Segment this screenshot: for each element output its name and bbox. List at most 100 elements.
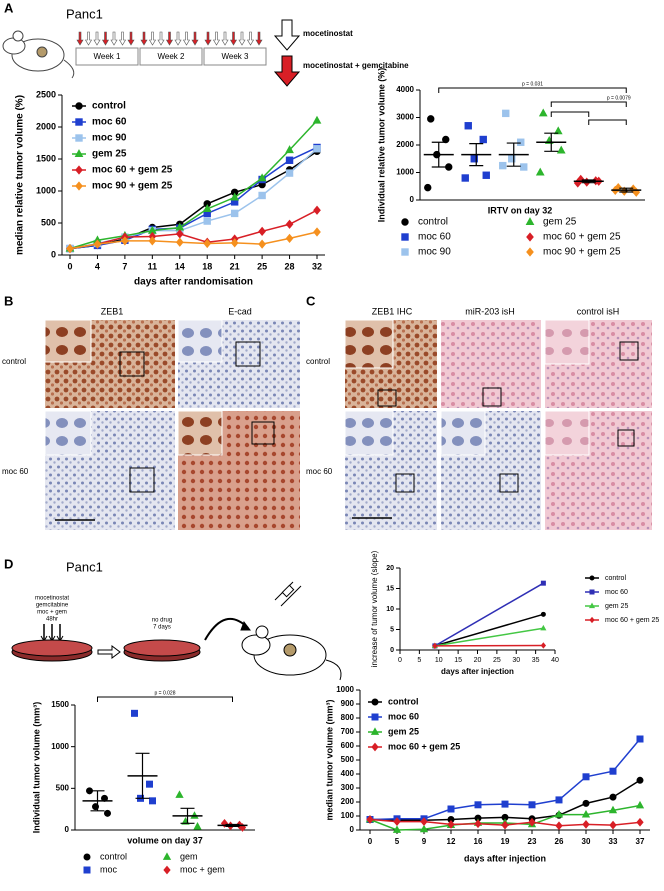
- y-axis-label: increase of tumor volume (slope): [370, 550, 379, 667]
- row-label: moc 60: [2, 467, 29, 476]
- dose-arrow: [174, 31, 182, 46]
- marker: [540, 624, 547, 631]
- marker: [555, 821, 563, 831]
- marker: [230, 192, 240, 201]
- legend-label: moc 60: [418, 232, 451, 243]
- y-tick-label: 15: [386, 585, 394, 592]
- significance-bracket: [438, 87, 627, 93]
- legend-label: gem 25: [605, 603, 628, 610]
- x-tick-label: 16: [474, 837, 483, 846]
- marker: [131, 709, 138, 717]
- dose-arrow: [255, 31, 263, 46]
- marker: [499, 161, 507, 170]
- legend-label: control: [92, 101, 126, 112]
- x-tick-label: 20: [474, 657, 482, 664]
- x-tick-label: 5: [417, 657, 421, 664]
- significance-bracket: [97, 696, 233, 702]
- sem-bar: [225, 823, 240, 828]
- y-tick-label: 600: [341, 741, 355, 750]
- treatment-label: mocetinostat: [35, 596, 69, 602]
- dose-arrow: [110, 31, 118, 46]
- marker: [285, 145, 294, 154]
- y-tick-label: 2000: [396, 140, 414, 149]
- legend-label: gem 25: [92, 149, 127, 160]
- marker: [392, 825, 402, 833]
- marker: [609, 793, 617, 801]
- marker: [528, 801, 536, 809]
- marker: [175, 790, 184, 798]
- p-value: p = 0.0079: [607, 95, 631, 101]
- x-tick-label: 40: [551, 657, 559, 664]
- x-tick-label: 37: [636, 837, 645, 846]
- legend-label: moc 60: [605, 589, 628, 596]
- x-tick-label: 0: [368, 837, 373, 846]
- y-tick-label: 1000: [36, 185, 56, 195]
- marker: [312, 115, 322, 124]
- series-line: [69, 231, 318, 250]
- legend-label: gem: [180, 851, 198, 861]
- significance-bracket: [550, 101, 627, 107]
- y-tick-label: 0: [390, 647, 394, 654]
- arrow-label: mocetinostat: [303, 29, 353, 38]
- dose-arrow: [93, 31, 101, 46]
- legend-label: moc + gem: [180, 864, 225, 874]
- sem-bar: [431, 141, 446, 168]
- arrow-label: mocetinostat + gemcitabine: [303, 61, 409, 70]
- marker: [104, 809, 111, 817]
- x-tick-label: 25: [493, 657, 501, 664]
- micrographs-c: [344, 319, 652, 530]
- y-tick-label: 1000: [51, 742, 69, 751]
- cell-line: Panc1: [66, 559, 103, 574]
- dose-arrow: [212, 31, 221, 46]
- column-label: E-cad: [228, 306, 252, 316]
- x-tick-label: 10: [435, 657, 443, 664]
- legend-marker: [371, 698, 379, 706]
- marker: [502, 109, 510, 118]
- marker: [582, 773, 590, 781]
- marker: [313, 145, 321, 153]
- marker: [393, 817, 401, 826]
- legend-label: moc 60 + gem 25: [388, 741, 460, 751]
- y-tick-label: 0: [350, 825, 355, 834]
- x-axis-label: volume on day 37: [127, 835, 203, 845]
- series-line: [434, 582, 544, 647]
- y-axis-label: Individual relative tumor volume (%): [376, 68, 386, 223]
- legend-marker: [526, 232, 534, 242]
- marker: [203, 238, 212, 249]
- sem-bar: [469, 143, 484, 167]
- marker: [313, 227, 321, 237]
- y-tick-label: 200: [341, 797, 355, 806]
- marker: [609, 820, 617, 830]
- marker: [535, 167, 545, 176]
- marker: [66, 243, 74, 254]
- marker: [636, 776, 644, 784]
- week-label: Week 1: [94, 52, 122, 61]
- p-value: p = 0.031: [522, 81, 543, 87]
- y-tick-label: 5: [390, 626, 394, 633]
- legend-marker: [75, 165, 83, 175]
- legend-label: moc 90: [92, 133, 127, 144]
- legend-marker: [83, 866, 91, 874]
- y-tick-label: 900: [341, 699, 355, 708]
- week-boxes: [75, 47, 267, 66]
- column-label: miR-203 isH: [465, 306, 515, 316]
- x-tick-label: 7: [122, 261, 127, 271]
- marker: [482, 171, 490, 179]
- marker: [193, 822, 202, 830]
- series-line: [69, 146, 318, 250]
- x-tick-label: 28: [285, 261, 295, 271]
- legend-marker: [588, 602, 596, 609]
- micrographs-b: [44, 319, 300, 530]
- legend-marker: [371, 713, 379, 721]
- legend-marker: [401, 218, 409, 226]
- y-tick-label: 300: [341, 783, 355, 792]
- marker: [285, 156, 294, 164]
- treatment-label: 48hr: [46, 617, 58, 623]
- y-tick-label: 400: [341, 769, 355, 778]
- dose-arrow: [204, 31, 212, 46]
- marker: [553, 126, 563, 135]
- legend-marker: [163, 865, 171, 875]
- legend-label: moc 60 + gem 25: [605, 617, 659, 624]
- legend-label: moc 60: [92, 117, 127, 128]
- marker: [285, 233, 294, 243]
